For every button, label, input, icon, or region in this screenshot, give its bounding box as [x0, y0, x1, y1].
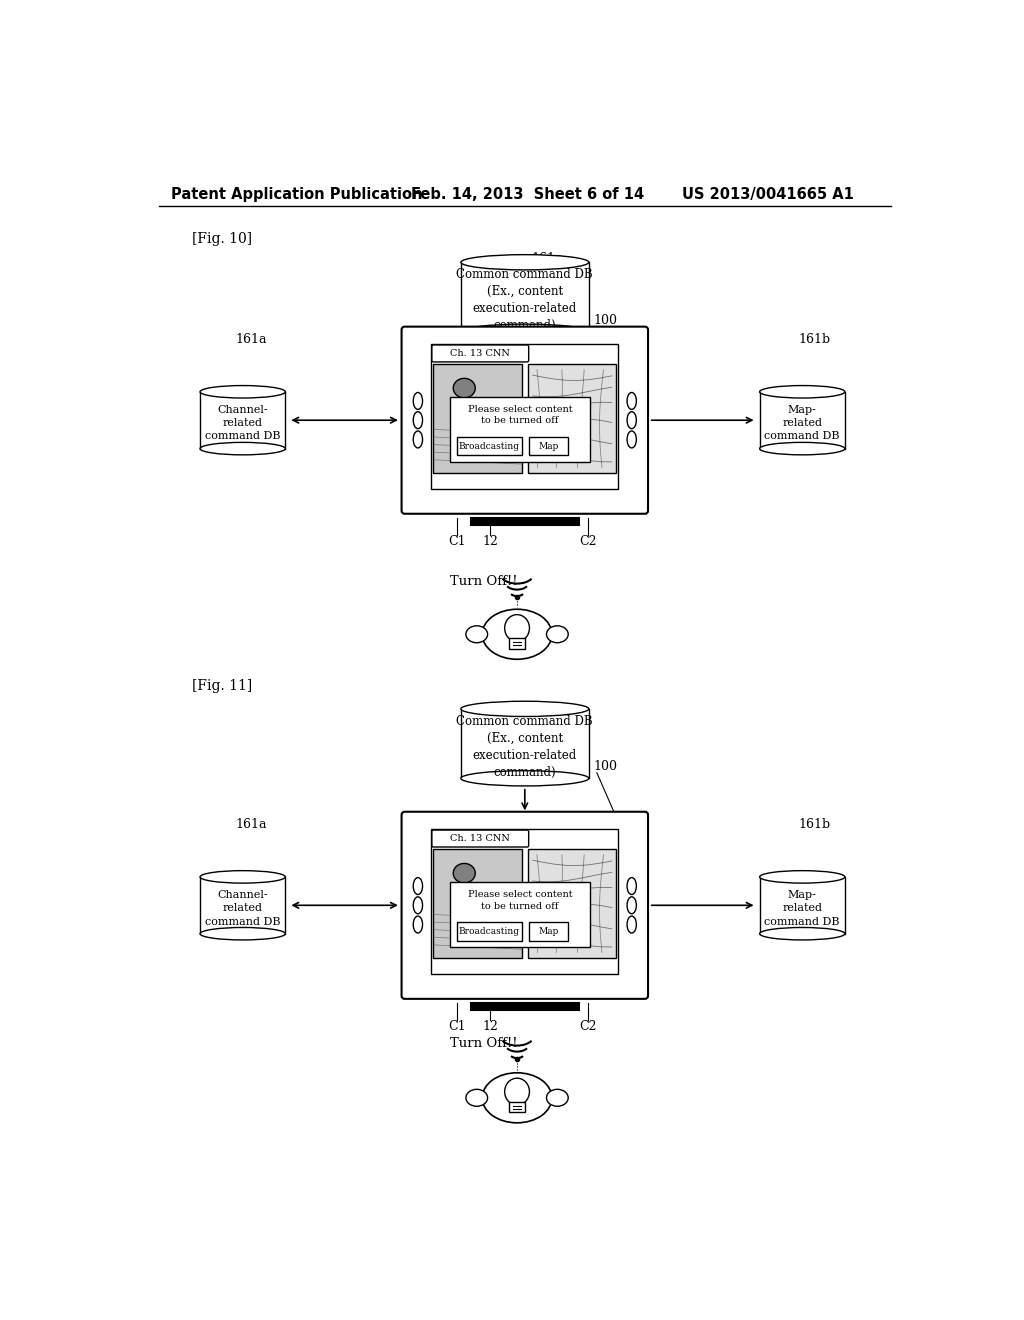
Ellipse shape: [627, 916, 636, 933]
FancyBboxPatch shape: [432, 830, 528, 847]
Text: 161a: 161a: [234, 818, 266, 832]
Ellipse shape: [414, 896, 423, 913]
Text: Ch. 13 CNN: Ch. 13 CNN: [451, 348, 510, 358]
Bar: [528, 364, 616, 473]
Ellipse shape: [414, 392, 423, 409]
Bar: [450, 882, 591, 946]
Ellipse shape: [466, 1089, 487, 1106]
Text: 161c: 161c: [531, 252, 562, 265]
FancyBboxPatch shape: [401, 812, 648, 999]
FancyBboxPatch shape: [401, 326, 648, 513]
Bar: [509, 638, 524, 649]
Ellipse shape: [482, 1073, 552, 1123]
Ellipse shape: [627, 412, 636, 429]
Text: Turn Off!!: Turn Off!!: [450, 1038, 517, 1051]
Text: Map: Map: [538, 927, 558, 936]
Ellipse shape: [414, 430, 423, 447]
Ellipse shape: [414, 916, 423, 933]
Ellipse shape: [200, 928, 286, 940]
Ellipse shape: [627, 878, 636, 895]
Ellipse shape: [461, 325, 589, 339]
Ellipse shape: [461, 701, 589, 717]
Bar: [433, 364, 521, 473]
Text: C1: C1: [447, 1020, 466, 1034]
Ellipse shape: [627, 896, 636, 913]
Text: Please select content
to be turned off: Please select content to be turned off: [468, 890, 572, 911]
Ellipse shape: [200, 871, 286, 883]
Text: Broadcasting: Broadcasting: [459, 442, 520, 451]
Bar: [528, 437, 568, 455]
Ellipse shape: [627, 430, 636, 447]
Ellipse shape: [627, 392, 636, 409]
Text: Ch. 13 CNN: Ch. 13 CNN: [451, 834, 510, 843]
Ellipse shape: [461, 771, 589, 785]
Text: Broadcasting: Broadcasting: [459, 927, 520, 936]
Ellipse shape: [760, 385, 845, 399]
Bar: [760, 876, 845, 933]
Text: C2: C2: [580, 1020, 597, 1034]
Ellipse shape: [454, 379, 475, 397]
Bar: [760, 392, 845, 449]
Text: Please select content
to be turned off: Please select content to be turned off: [468, 405, 572, 425]
Bar: [528, 849, 616, 958]
Text: Common command DB
(Ex., content
execution-related
command): Common command DB (Ex., content executio…: [457, 268, 593, 333]
Text: 12: 12: [482, 1020, 498, 1034]
Ellipse shape: [200, 385, 286, 399]
Ellipse shape: [454, 863, 475, 883]
Ellipse shape: [482, 610, 552, 659]
Ellipse shape: [505, 615, 529, 642]
Text: 161b: 161b: [799, 818, 830, 832]
Text: 161c: 161c: [531, 706, 562, 719]
Text: Channel-
related
command DB: Channel- related command DB: [205, 890, 281, 927]
Bar: [509, 1102, 524, 1113]
Text: [Fig. 11]: [Fig. 11]: [191, 678, 252, 693]
Ellipse shape: [760, 442, 845, 455]
Text: Turn Off!!: Turn Off!!: [450, 576, 517, 589]
Text: Common command DB
(Ex., content
execution-related
command): Common command DB (Ex., content executio…: [457, 714, 593, 779]
FancyBboxPatch shape: [432, 345, 528, 362]
Text: 100: 100: [593, 760, 617, 774]
Bar: [200, 876, 286, 933]
Text: Map: Map: [538, 442, 558, 451]
Text: Feb. 14, 2013  Sheet 6 of 14: Feb. 14, 2013 Sheet 6 of 14: [411, 187, 644, 202]
Bar: [528, 923, 568, 941]
Text: 161b: 161b: [799, 333, 830, 346]
Bar: [461, 263, 589, 331]
Bar: [457, 923, 521, 941]
Bar: [431, 829, 618, 974]
Text: Map-
related
command DB: Map- related command DB: [765, 890, 840, 927]
Text: 12: 12: [482, 535, 498, 548]
Text: Map-
related
command DB: Map- related command DB: [765, 405, 840, 441]
Ellipse shape: [760, 871, 845, 883]
Text: C1: C1: [447, 535, 466, 548]
Text: Patent Application Publication: Patent Application Publication: [171, 187, 422, 202]
Bar: [461, 709, 589, 779]
Bar: [200, 392, 286, 449]
Text: C2: C2: [580, 535, 597, 548]
Text: [Fig. 10]: [Fig. 10]: [191, 232, 252, 247]
Text: 100: 100: [593, 314, 617, 326]
Bar: [457, 437, 521, 455]
Ellipse shape: [547, 626, 568, 643]
Ellipse shape: [414, 412, 423, 429]
Text: 161a: 161a: [234, 333, 266, 346]
Ellipse shape: [414, 878, 423, 895]
Ellipse shape: [505, 1078, 529, 1105]
Text: Channel-
related
command DB: Channel- related command DB: [205, 405, 281, 441]
Ellipse shape: [760, 928, 845, 940]
Ellipse shape: [466, 626, 487, 643]
Bar: [450, 397, 591, 462]
Text: US 2013/0041665 A1: US 2013/0041665 A1: [682, 187, 854, 202]
Bar: [471, 519, 579, 524]
Bar: [431, 345, 618, 488]
Ellipse shape: [200, 442, 286, 455]
Ellipse shape: [547, 1089, 568, 1106]
Ellipse shape: [461, 255, 589, 269]
Bar: [433, 849, 521, 958]
Bar: [471, 1003, 579, 1010]
